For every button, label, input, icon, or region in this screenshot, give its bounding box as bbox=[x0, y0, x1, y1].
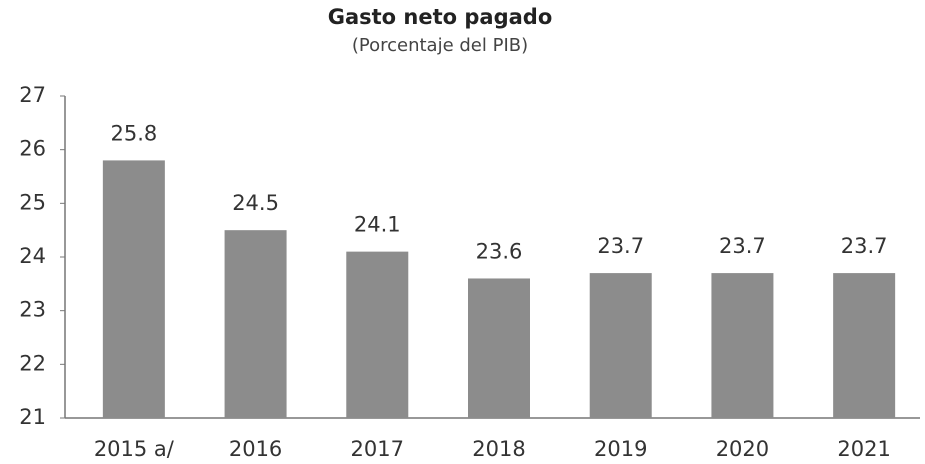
bar bbox=[224, 230, 287, 418]
x-tick-label: 2021 bbox=[837, 437, 890, 461]
x-tick-label: 2016 bbox=[229, 437, 282, 461]
y-tick-label: 22 bbox=[19, 351, 46, 375]
data-label: 25.8 bbox=[110, 121, 157, 145]
x-tick-label: 2020 bbox=[716, 437, 769, 461]
y-tick-label: 26 bbox=[19, 137, 46, 161]
data-label: 23.7 bbox=[719, 234, 766, 258]
x-tick-label: 2015 a/ bbox=[94, 437, 175, 461]
data-label: 24.5 bbox=[232, 191, 279, 215]
y-tick-label: 27 bbox=[19, 83, 46, 107]
y-tick-label: 21 bbox=[19, 405, 46, 429]
x-tick-label: 2019 bbox=[594, 437, 647, 461]
bar bbox=[589, 273, 652, 418]
bar bbox=[468, 278, 530, 418]
x-tick-label: 2018 bbox=[472, 437, 525, 461]
bar bbox=[102, 160, 165, 418]
chart-subtitle: (Porcentaje del PIB) bbox=[352, 35, 528, 56]
data-label: 23.6 bbox=[476, 239, 523, 263]
x-tick-label: 2017 bbox=[351, 437, 404, 461]
y-tick-label: 23 bbox=[19, 298, 46, 322]
bar bbox=[711, 273, 774, 418]
y-tick-label: 25 bbox=[19, 190, 46, 214]
y-tick-label: 24 bbox=[19, 244, 46, 268]
bar bbox=[833, 273, 896, 418]
data-label: 24.1 bbox=[354, 213, 401, 237]
data-label: 23.7 bbox=[841, 234, 888, 258]
bar bbox=[346, 251, 409, 418]
chart-title: Gasto neto pagado bbox=[328, 5, 553, 29]
data-label: 23.7 bbox=[597, 234, 644, 258]
